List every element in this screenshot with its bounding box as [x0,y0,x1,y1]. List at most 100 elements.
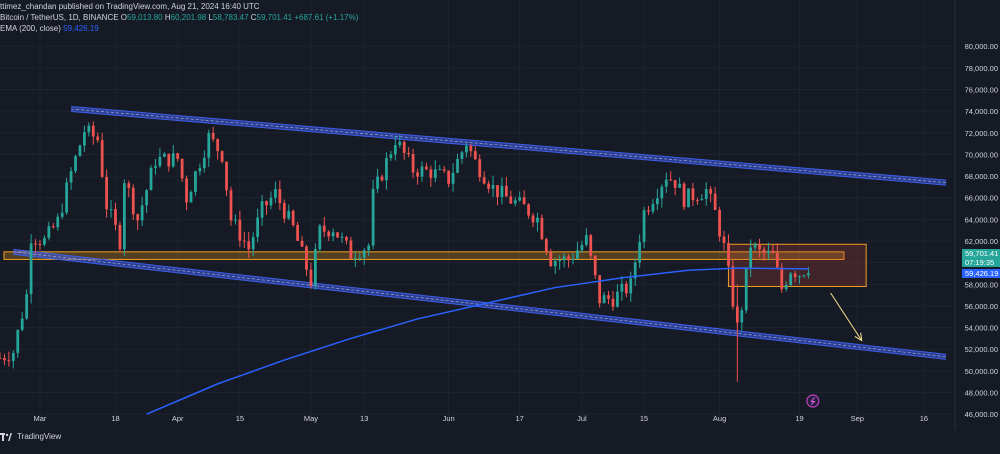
candle [527,203,530,219]
candle-body [29,243,33,295]
candle-body [389,154,393,158]
candle [509,190,513,205]
price-tick-label: 70,000.00 [965,150,998,159]
candle [367,243,371,257]
candle [558,255,562,270]
candle [340,232,344,243]
candle-body [798,276,801,278]
candle [158,148,162,169]
candle [478,154,482,182]
ema-legend[interactable]: EMA (200, close) 59,426.19 [0,24,99,33]
time-tick-label: May [304,414,318,423]
candle [256,208,260,243]
candle-body [793,273,797,278]
candle-body [762,249,766,253]
candle-body [487,183,490,189]
candle [456,153,459,174]
price-tick-label: 54,000.00 [965,324,998,333]
publisher-line: ttimez_chandan published on TradingView.… [0,2,260,11]
candle-body [20,318,24,330]
candle [96,132,100,143]
candle [136,213,140,231]
time-axis: Mar 18 Apr 15 May 13 Jun 17 Jul 15 Aug 19 Sep 16 [34,414,929,423]
candle-body [687,188,690,208]
candle [65,177,69,215]
candle [140,196,144,227]
candle [593,255,597,280]
candle-body [393,145,397,155]
candle [487,180,490,193]
candle-body [536,217,539,223]
candle [669,171,673,181]
candle-body [69,171,73,183]
candle [624,280,628,298]
candle-body [482,177,486,184]
candle-body [309,269,313,286]
price-tick-label: 46,000.00 [965,410,998,419]
candle [34,239,37,254]
candle-body [51,226,55,228]
ema-price: 59,426.19 [965,269,999,278]
candle-body [420,166,424,177]
footer[interactable]: TradingView [0,432,61,441]
candle-body [491,185,495,189]
candle-body [718,210,721,237]
candle-body [713,193,717,211]
candle-body [784,284,788,290]
ohlc-h-label: H [164,13,171,22]
tradingview-brand[interactable]: TradingView [17,432,62,441]
candle-body [287,210,291,219]
symbol-title[interactable]: Bitcoin / TetherUS, 1D, BINANCE [0,13,119,22]
price-tick-label: 66,000.00 [965,194,998,203]
candle-body [353,258,357,260]
candle-body [496,185,499,198]
candle [309,262,313,289]
candle-body [238,219,242,241]
price-tick-label: 76,000.00 [965,86,998,95]
upper-channel-center [71,108,947,183]
candle [807,267,810,279]
candle-body [682,183,686,208]
candle [584,228,588,247]
candle [380,174,384,182]
time-tick-label: 15 [236,414,244,423]
candle-body [202,157,206,169]
candle [744,267,748,314]
candle [398,134,402,148]
upper-channel-edge [71,106,947,181]
candle [362,247,366,265]
candle [691,182,695,207]
candle-body [171,153,175,167]
candle [673,179,677,196]
candle [687,188,690,208]
candle-body [154,165,157,168]
candle [20,311,24,332]
candle-body [7,360,11,362]
candle-body [425,166,428,170]
candle [274,181,277,203]
upper-channel-edge [71,111,947,186]
candle-body [633,262,637,279]
lower-channel-edge [13,248,947,355]
candle-body [127,183,131,188]
candle [220,150,224,164]
candle [571,252,575,265]
candle [322,216,326,238]
price-tick-label: 56,000.00 [965,302,998,311]
time-tick-label: Apr [172,414,184,423]
support-zone [3,251,845,260]
candle [331,228,335,242]
candle [425,162,428,171]
candle [185,175,188,211]
ema-label[interactable]: EMA (200, close) [0,24,61,33]
candle-body [56,216,60,228]
candle-body [602,295,606,304]
candle [460,150,464,164]
candle [180,158,184,182]
candle [198,163,202,176]
symbol-legend[interactable]: Bitcoin / TetherUS, 1D, BINANCE O59,013.… [0,13,358,22]
candle-body [709,189,713,194]
candle-body [185,178,188,203]
